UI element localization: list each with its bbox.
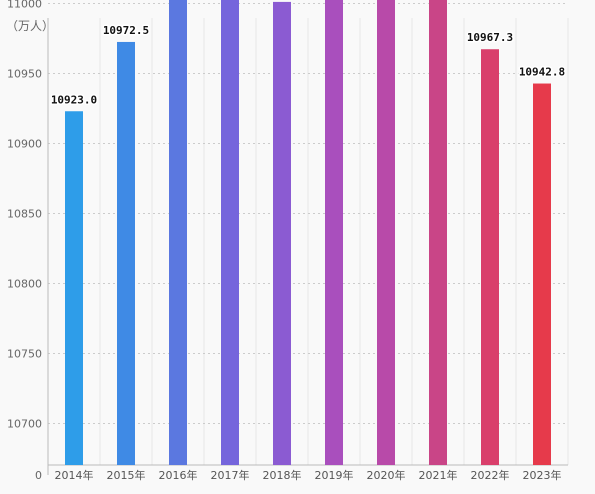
x-tick-label: 2021年 bbox=[419, 468, 458, 482]
bar bbox=[325, 0, 343, 465]
y-tick-label: 10800 bbox=[7, 277, 42, 290]
bar bbox=[377, 0, 395, 466]
x-tick-label: 2015年 bbox=[107, 468, 146, 482]
bar-value-label: 10967.3 bbox=[467, 31, 513, 44]
x-tick-label: 2023年 bbox=[523, 468, 562, 482]
x-tick-label: 2022年 bbox=[471, 468, 510, 482]
bar bbox=[169, 0, 187, 465]
bar bbox=[533, 83, 551, 465]
bar-value-label: 10972.5 bbox=[103, 24, 149, 37]
label-layer: 10923.010972.511013.411013.511001.111021… bbox=[49, 22, 566, 107]
y-tick-label: 10850 bbox=[7, 207, 42, 220]
bar-layer bbox=[65, 0, 551, 466]
y-tick-label: 10900 bbox=[7, 137, 42, 150]
x-tick-label: 2019年 bbox=[315, 468, 354, 482]
axis-layer: 0107001075010800108501090010950110001105… bbox=[7, 0, 568, 482]
bar-value-label: 10942.8 bbox=[519, 66, 565, 79]
x-tick-label: 2020年 bbox=[367, 468, 406, 482]
x-tick-label: 2017年 bbox=[211, 468, 250, 482]
bar-value-label: 10923.0 bbox=[51, 93, 97, 106]
bar bbox=[65, 111, 83, 465]
y-axis-unit-label: （万人） bbox=[6, 19, 54, 33]
x-tick-label: 2014年 bbox=[55, 468, 94, 482]
x-tick-label: 2018年 bbox=[263, 468, 302, 482]
x-tick-label: 2016年 bbox=[159, 468, 198, 482]
y-tick-label: 10750 bbox=[7, 347, 42, 360]
y-tick-label: 10700 bbox=[7, 417, 42, 430]
bar bbox=[117, 41, 135, 465]
y-tick-label: 10950 bbox=[7, 67, 42, 80]
bar bbox=[273, 1, 291, 465]
y-tick-label: 11000 bbox=[7, 0, 42, 10]
y-tick-label: 0 bbox=[35, 469, 42, 482]
bar bbox=[429, 0, 447, 465]
bar bbox=[481, 49, 499, 465]
bar bbox=[221, 0, 239, 466]
